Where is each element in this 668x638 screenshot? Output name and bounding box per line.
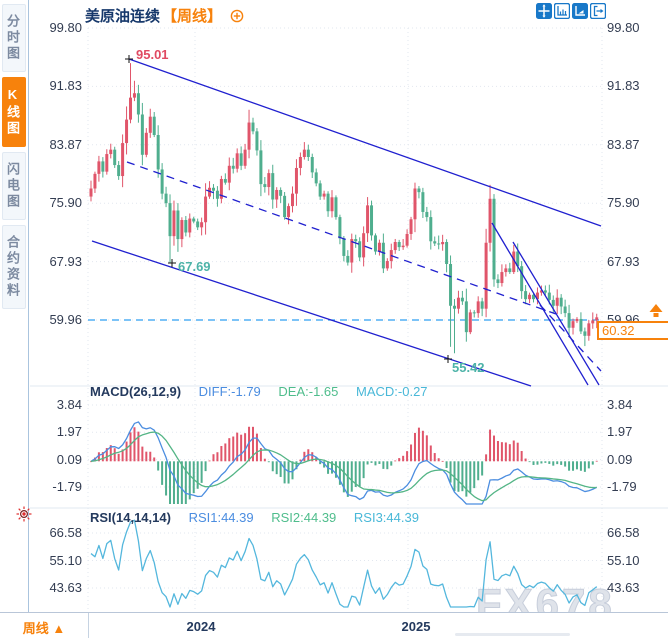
page-title: 美原油连续 【周线】 <box>85 5 244 26</box>
macd-axis-label-left: 1.97 <box>56 424 82 440</box>
rsi-axis-label-right: 66.58 <box>607 525 640 540</box>
symbol-name: 美原油连续 <box>85 8 161 25</box>
price-axis-label-right: 67.93 <box>607 253 640 269</box>
timeline-separator <box>88 613 89 638</box>
timeline-bar: 周线 ▲ 2024 2025 <box>0 612 668 638</box>
price-axis-label-right: 83.87 <box>607 136 640 152</box>
rsi-axis-label-right: 55.10 <box>607 552 640 568</box>
price-axis-label-right: 75.90 <box>607 195 640 211</box>
price-axis-label-left: 83.87 <box>49 136 82 152</box>
price-axis-label-left: 75.90 <box>49 195 82 211</box>
rsi-axis-label-left: 43.63 <box>49 580 82 595</box>
indicator-settings-icon[interactable] <box>16 506 32 522</box>
macd-axis-label-left: 0.09 <box>56 451 82 467</box>
rsi-header[interactable]: RSI(14,14,14) RSI1:44.39 RSI2:44.39 RSI3… <box>90 510 419 525</box>
rsi1-value: RSI1:44.39 <box>188 510 254 525</box>
macd-axis-label-left: 3.84 <box>56 397 82 412</box>
sidebar-tab-4[interactable]: 合约资料 <box>2 225 26 309</box>
rsi-axis-label-right: 43.63 <box>607 580 640 595</box>
rsi-axis-label-left: 66.58 <box>49 525 82 540</box>
add-indicator-icon[interactable] <box>230 9 244 23</box>
sidebar-tab-3[interactable]: 闪电图 <box>2 152 26 220</box>
rsi-title: RSI(14,14,14) <box>90 510 171 525</box>
auto-axis-icon[interactable] <box>572 3 588 19</box>
price-axis-label-left: 59.96 <box>49 312 82 327</box>
price-axis-label-left: 91.83 <box>49 78 82 94</box>
sidebar-tab-2[interactable]: K线图 <box>2 77 26 147</box>
rsi3-value: RSI3:44.39 <box>353 510 419 525</box>
toolbar <box>536 3 606 19</box>
price-axis-label-right: 99.80 <box>607 20 640 35</box>
period-dropdown-arrow: ▲ <box>52 621 66 636</box>
measure-axis-icon[interactable] <box>554 3 570 19</box>
sidebar-tab-1[interactable]: 分时图 <box>2 4 26 72</box>
sidebar: 分时图 K线图闪电图合约资料 <box>0 0 29 638</box>
peak-price-label: 95.01 <box>136 47 169 62</box>
macd-title: MACD(26,12,9) <box>90 384 182 399</box>
macd-axis-label-right: 0.09 <box>607 451 633 467</box>
macd-axis-label-left: -1.79 <box>52 479 82 494</box>
rsi-axis-label-left: 55.10 <box>49 552 82 568</box>
low1-price-label: 67.69 <box>178 259 211 274</box>
price-axis-label-left: 67.93 <box>49 253 82 269</box>
period-selector-button[interactable]: 周线 ▲ <box>22 621 66 636</box>
period-tag: 【周线】 <box>162 8 223 25</box>
macd-header[interactable]: MACD(26,12,9) DIFF:-1.79 DEA:-1.65 MACD:… <box>90 384 428 399</box>
timeline-year-label: 2024 <box>186 619 216 634</box>
macd-diff-value: DIFF:-1.79 <box>198 384 261 399</box>
price-alert-arrow-icon[interactable] <box>646 303 666 319</box>
exit-right-icon[interactable] <box>590 3 606 19</box>
timeline-year-label: 2025 <box>401 619 431 634</box>
last-price-tag: 60.32 <box>597 321 668 340</box>
macd-axis-label-right: -1.79 <box>607 479 637 494</box>
macd-axis-label-right: 1.97 <box>607 424 633 440</box>
price-axis-label-right: 91.83 <box>607 78 640 94</box>
macd-dea-value: DEA:-1.65 <box>278 384 339 399</box>
horizontal-scrollbar-thumb[interactable] <box>455 633 570 636</box>
price-axis-label-left: 99.80 <box>49 20 82 35</box>
move-icon[interactable] <box>536 3 552 19</box>
rsi2-value: RSI2:44.39 <box>271 510 337 525</box>
low2-price-label: 55.42 <box>452 360 485 375</box>
macd-macd-value: MACD:-0.27 <box>356 384 428 399</box>
macd-axis-label-right: 3.84 <box>607 397 633 412</box>
